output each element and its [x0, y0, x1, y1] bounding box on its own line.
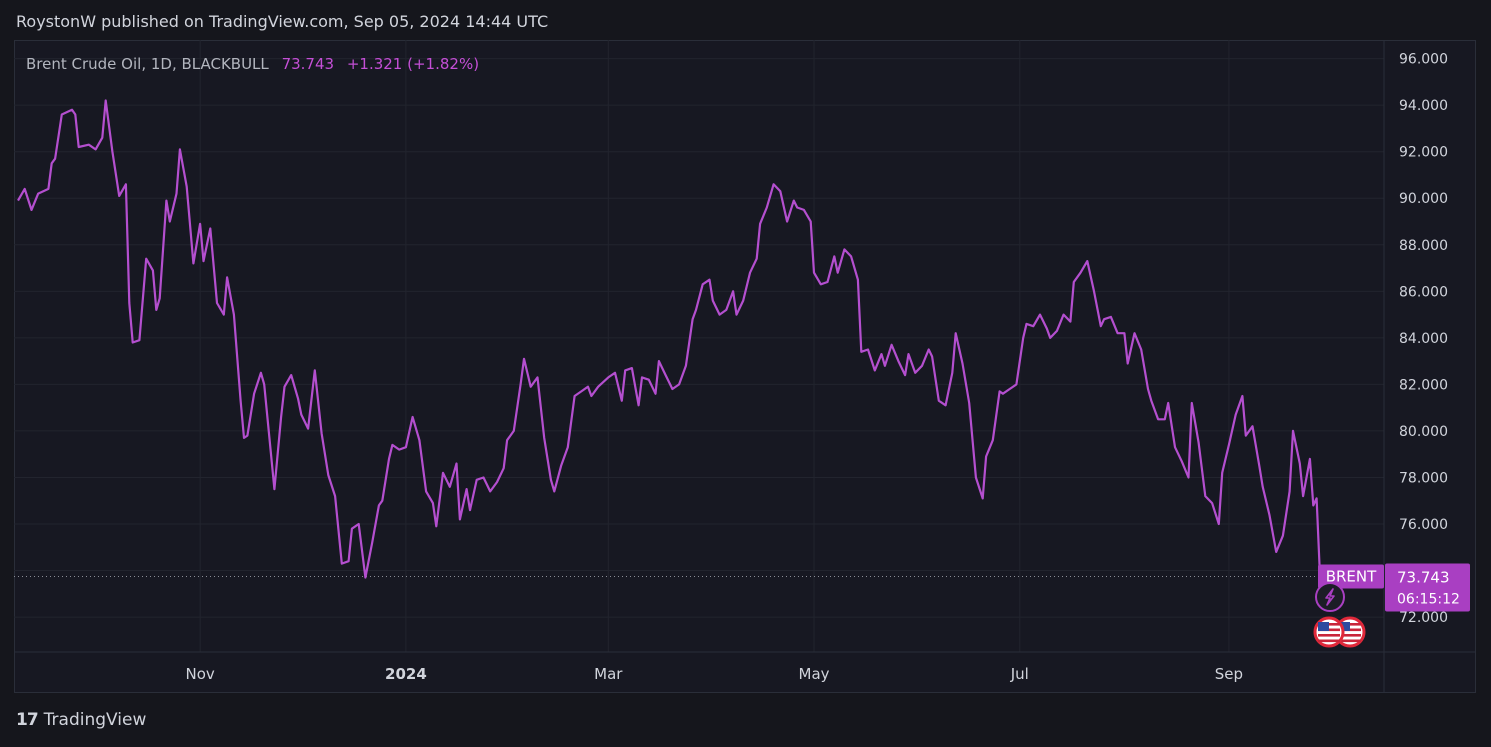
legend-change: +1.321 (+1.82%): [346, 55, 480, 73]
flag-canton: [1318, 622, 1329, 631]
y-tick-label: 94.000: [1399, 98, 1448, 114]
ticker-badge-label: BRENT: [1326, 568, 1377, 586]
flag-stripe: [1318, 639, 1340, 643]
y-tick-label: 86.000: [1399, 284, 1448, 300]
flag-stripe: [1339, 639, 1361, 643]
y-tick-label: 96.000: [1399, 52, 1448, 68]
flag-stripe: [1339, 634, 1361, 637]
y-tick-label: 84.000: [1399, 331, 1448, 347]
flag-canton: [1339, 622, 1350, 631]
x-tick-label: Nov: [186, 665, 215, 683]
flag-stripe: [1318, 634, 1340, 637]
footer-brand[interactable]: 17 TradingView: [16, 710, 146, 730]
y-tick-label: 82.000: [1399, 377, 1448, 393]
x-tick-label: 2024: [385, 665, 427, 683]
price-badge: [1385, 563, 1470, 612]
x-tick-label: May: [799, 665, 830, 683]
price-series-line[interactable]: [17, 99, 1322, 579]
y-tick-label: 92.000: [1399, 145, 1448, 161]
publish-header: RoystonW published on TradingView.com, S…: [16, 12, 549, 31]
chart-frame[interactable]: [14, 40, 1476, 693]
y-tick-label: 72.000: [1399, 610, 1448, 626]
y-tick-label: 76.000: [1399, 517, 1448, 533]
legend-symbol: Brent Crude Oil, 1D, BLACKBULL: [26, 55, 269, 73]
chart-legend[interactable]: Brent Crude Oil, 1D, BLACKBULL 73.743 +1…: [26, 55, 479, 73]
x-tick-label: Mar: [594, 665, 623, 683]
lightning-icon[interactable]: [1315, 582, 1345, 612]
lightning-bolt-glyph: [1325, 588, 1335, 606]
tradingview-logo-icon: 17: [16, 710, 39, 730]
y-tick-label: 90.000: [1399, 191, 1448, 207]
y-tick-label: 80.000: [1399, 424, 1448, 440]
brand-name: TradingView: [43, 710, 147, 730]
y-tick-label: 78.000: [1399, 470, 1448, 486]
price-badge-value: 73.743: [1397, 569, 1450, 587]
x-tick-label: Jul: [1010, 665, 1029, 683]
ticker-badge: [1318, 564, 1384, 589]
x-tick-label: Sep: [1215, 665, 1243, 683]
legend-price: 73.743: [281, 55, 335, 73]
y-tick-label: 88.000: [1399, 238, 1448, 254]
price-badge-countdown: 06:15:12: [1397, 592, 1460, 608]
